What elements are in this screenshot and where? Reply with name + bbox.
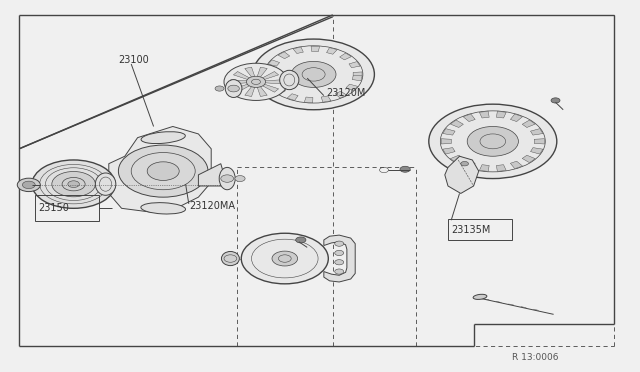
Ellipse shape	[280, 70, 299, 90]
Polygon shape	[522, 120, 535, 128]
Circle shape	[118, 145, 208, 197]
Text: 23150: 23150	[38, 203, 69, 213]
Polygon shape	[268, 60, 280, 66]
Ellipse shape	[95, 173, 116, 195]
Polygon shape	[531, 129, 543, 135]
Circle shape	[235, 176, 245, 182]
Polygon shape	[244, 67, 255, 78]
Polygon shape	[234, 83, 252, 92]
Circle shape	[22, 181, 35, 189]
Polygon shape	[531, 148, 543, 154]
Text: R 13:0006: R 13:0006	[512, 353, 559, 362]
Polygon shape	[293, 47, 303, 54]
Polygon shape	[463, 161, 476, 169]
Circle shape	[335, 241, 344, 246]
Circle shape	[215, 86, 224, 91]
Polygon shape	[244, 85, 255, 96]
Circle shape	[32, 160, 115, 208]
Circle shape	[335, 260, 344, 265]
Circle shape	[228, 85, 239, 92]
Polygon shape	[497, 111, 506, 118]
Circle shape	[551, 98, 560, 103]
Circle shape	[241, 233, 328, 284]
Bar	[448, 219, 512, 240]
Polygon shape	[287, 94, 298, 100]
Ellipse shape	[141, 132, 186, 144]
Circle shape	[272, 251, 298, 266]
Polygon shape	[353, 72, 362, 77]
Polygon shape	[234, 71, 252, 80]
Polygon shape	[278, 52, 290, 59]
Polygon shape	[349, 61, 360, 68]
Polygon shape	[497, 165, 506, 171]
Polygon shape	[534, 139, 545, 144]
Polygon shape	[324, 235, 355, 282]
Circle shape	[221, 175, 234, 182]
Polygon shape	[304, 97, 313, 103]
Polygon shape	[510, 114, 522, 122]
Text: 23120MA: 23120MA	[189, 202, 235, 211]
Circle shape	[147, 162, 179, 180]
Polygon shape	[326, 48, 337, 54]
Text: 23120M: 23120M	[326, 88, 366, 98]
Polygon shape	[451, 120, 463, 128]
Polygon shape	[479, 165, 489, 171]
Circle shape	[246, 76, 266, 87]
Ellipse shape	[225, 80, 242, 97]
Polygon shape	[346, 84, 358, 91]
Polygon shape	[260, 71, 278, 80]
Polygon shape	[257, 85, 268, 96]
Polygon shape	[352, 76, 362, 81]
Bar	[460, 167, 470, 182]
Bar	[35, 195, 99, 221]
Circle shape	[17, 178, 40, 192]
Polygon shape	[340, 53, 351, 60]
Polygon shape	[335, 91, 347, 98]
Circle shape	[291, 61, 336, 87]
Polygon shape	[198, 164, 224, 186]
Polygon shape	[266, 80, 277, 86]
Polygon shape	[109, 126, 211, 212]
Circle shape	[335, 269, 344, 274]
Circle shape	[429, 104, 557, 179]
Ellipse shape	[221, 251, 239, 266]
Circle shape	[224, 63, 288, 100]
Polygon shape	[445, 156, 479, 193]
Polygon shape	[463, 114, 476, 122]
Polygon shape	[265, 70, 275, 75]
Ellipse shape	[141, 203, 186, 214]
Polygon shape	[230, 80, 250, 84]
Polygon shape	[274, 88, 285, 94]
Circle shape	[253, 39, 374, 110]
Polygon shape	[443, 148, 455, 154]
Text: 23100: 23100	[118, 55, 149, 64]
Circle shape	[68, 181, 79, 187]
Circle shape	[461, 161, 468, 166]
Ellipse shape	[473, 294, 487, 299]
Polygon shape	[441, 139, 451, 144]
Circle shape	[335, 250, 344, 256]
Polygon shape	[311, 46, 319, 51]
Polygon shape	[260, 83, 278, 92]
Polygon shape	[522, 155, 535, 163]
Text: 23135M: 23135M	[451, 225, 491, 235]
Polygon shape	[262, 80, 282, 84]
Circle shape	[400, 166, 410, 172]
Circle shape	[52, 171, 95, 197]
Polygon shape	[443, 129, 455, 135]
Polygon shape	[257, 67, 268, 78]
Polygon shape	[510, 161, 522, 169]
Polygon shape	[479, 111, 489, 118]
Polygon shape	[321, 96, 331, 102]
Polygon shape	[451, 155, 463, 163]
Circle shape	[296, 237, 306, 243]
Circle shape	[467, 126, 518, 156]
Ellipse shape	[219, 167, 236, 190]
